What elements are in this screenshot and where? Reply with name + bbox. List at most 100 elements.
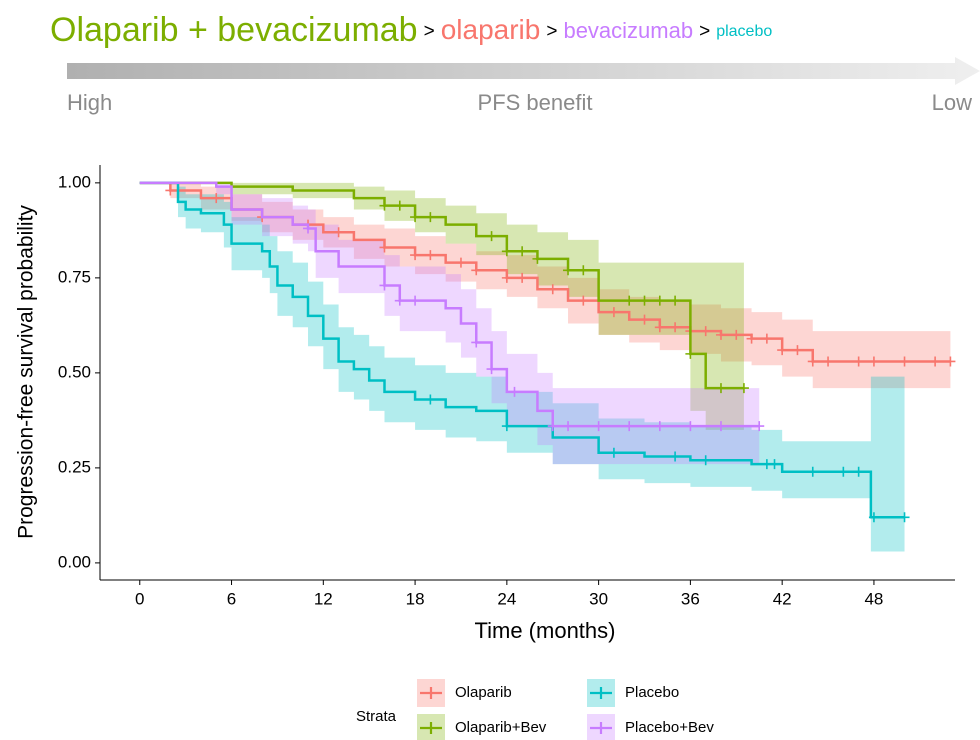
x-tick-label: 36 — [681, 589, 700, 608]
title-part: Olaparib + bevacizumab — [50, 11, 418, 49]
censor-mark — [670, 451, 681, 462]
survival-curve — [139, 181, 760, 428]
censor-mark — [769, 459, 780, 470]
censor-mark — [670, 322, 681, 333]
censor-mark — [807, 356, 818, 367]
title-part: placebo — [716, 23, 772, 40]
censor-mark — [547, 284, 558, 295]
censor-mark — [578, 295, 589, 306]
censor-mark — [410, 212, 421, 223]
censor-mark — [517, 272, 528, 283]
censor-mark — [945, 356, 956, 367]
censor-mark — [639, 314, 650, 325]
censor-mark — [455, 257, 466, 268]
censor-mark — [700, 455, 711, 466]
legend-label: Olaparib+Bev — [455, 719, 547, 736]
censor-mark — [379, 280, 390, 291]
censor-mark — [303, 223, 314, 234]
header-title: Olaparib + bevacizumab > olaparib > bevacizu… — [50, 11, 772, 49]
x-tick-label: 24 — [497, 589, 516, 608]
censor-mark — [853, 356, 864, 367]
censor-mark — [608, 307, 619, 318]
x-tick-label: 12 — [314, 589, 333, 608]
benefit-arrow — [67, 57, 980, 85]
censor-mark — [333, 227, 344, 238]
censor-mark — [738, 383, 749, 394]
censor-mark — [486, 231, 497, 242]
y-axis-label: Progression-free survival probability — [15, 205, 38, 539]
censor-mark — [654, 295, 665, 306]
censor-mark — [410, 295, 421, 306]
censor-mark — [379, 242, 390, 253]
censor-mark — [624, 421, 635, 432]
x-tick-label: 42 — [773, 589, 792, 608]
censor-mark — [563, 265, 574, 276]
censor-mark — [868, 356, 879, 367]
legend-key-line — [420, 722, 442, 734]
censor-mark — [165, 185, 176, 196]
censor-mark — [930, 356, 941, 367]
censor-mark — [700, 326, 711, 337]
censor-mark — [578, 265, 589, 276]
censor-mark — [731, 329, 742, 340]
censor-mark — [425, 212, 436, 223]
censor-mark — [593, 421, 604, 432]
y-tick-label: 0.50 — [58, 362, 91, 381]
arrow-center-label: PFS benefit — [478, 90, 593, 115]
legend-key-line — [590, 687, 612, 699]
arrow-right-label: Low — [932, 90, 972, 115]
censor-mark — [715, 421, 726, 432]
title-part: bevacizumab — [563, 18, 693, 43]
title-part: > — [424, 21, 435, 42]
censor-mark — [754, 421, 765, 432]
legend-key-line — [420, 687, 442, 699]
x-tick-label: 0 — [135, 589, 144, 608]
censor-mark — [715, 329, 726, 340]
x-tick-label: 48 — [864, 589, 883, 608]
censor-mark — [517, 246, 528, 257]
censor-mark — [685, 348, 696, 359]
legend-key-line — [590, 722, 612, 734]
censor-mark — [425, 394, 436, 405]
y-tick-label: 0.25 — [58, 457, 91, 476]
legend-label: Placebo — [625, 684, 679, 701]
censor-mark — [654, 322, 665, 333]
x-tick-label: 6 — [227, 589, 236, 608]
censor-mark — [654, 421, 665, 432]
title-part: olaparib — [441, 14, 541, 45]
legend-label: Olaparib — [455, 684, 512, 701]
censor-mark — [501, 421, 512, 432]
censor-mark — [394, 200, 405, 211]
censor-mark — [486, 364, 497, 375]
censor-mark — [823, 356, 834, 367]
censor-mark — [532, 253, 543, 264]
x-tick-label: 18 — [406, 589, 425, 608]
title-part: > — [546, 21, 557, 42]
censor-mark — [746, 333, 757, 344]
censor-mark — [838, 466, 849, 477]
censor-mark — [425, 250, 436, 261]
y-tick-label: 0.00 — [58, 552, 91, 571]
confidence-band — [139, 182, 744, 430]
censor-mark — [379, 200, 390, 211]
censor-mark — [471, 265, 482, 276]
censor-mark — [853, 466, 864, 477]
y-tick-label: 1.00 — [58, 172, 91, 191]
censor-mark — [624, 295, 635, 306]
x-axis-label: Time (months) — [475, 618, 616, 643]
censor-mark — [715, 383, 726, 394]
censor-mark — [670, 295, 681, 306]
censor-mark — [685, 421, 696, 432]
censor-mark — [509, 386, 520, 397]
censor-mark — [868, 512, 879, 523]
censor-mark — [563, 421, 574, 432]
confidence-band — [139, 182, 951, 389]
censor-mark — [394, 295, 405, 306]
arrow-left-label: High — [67, 90, 112, 115]
censor-mark — [899, 356, 910, 367]
censor-mark — [792, 345, 803, 356]
censor-mark — [410, 250, 421, 261]
censor-mark — [211, 193, 222, 204]
legend-label: Placebo+Bev — [625, 719, 714, 736]
